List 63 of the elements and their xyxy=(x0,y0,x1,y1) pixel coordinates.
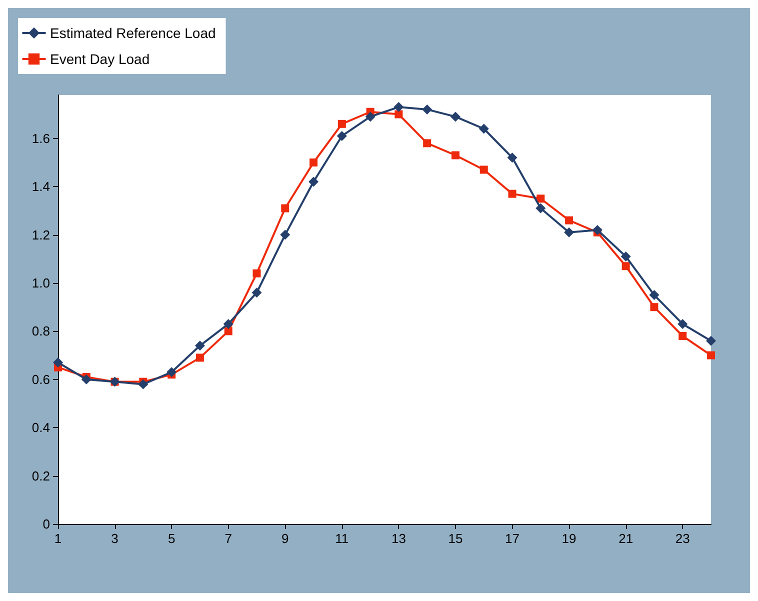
x-tick-label: 7 xyxy=(224,531,232,546)
point xyxy=(252,288,262,298)
point xyxy=(478,124,489,134)
point xyxy=(281,204,290,212)
point xyxy=(451,151,460,160)
point xyxy=(223,318,234,329)
x-tick-label: 21 xyxy=(618,531,634,546)
x-tick-label: 3 xyxy=(111,531,118,546)
y-tick-label: 0 xyxy=(42,516,50,532)
x-tick-label: 17 xyxy=(505,531,520,546)
y-tick-label: 1.0 xyxy=(32,275,50,290)
x-tick-label: 15 xyxy=(448,531,463,546)
point xyxy=(650,303,658,312)
point xyxy=(338,120,346,128)
point xyxy=(423,139,432,148)
point xyxy=(508,190,516,198)
y-tick-label: 0.6 xyxy=(32,372,50,387)
point xyxy=(394,102,404,112)
y-tick-label: 1.2 xyxy=(32,227,50,242)
point xyxy=(480,166,488,174)
y-tick-label: 1.4 xyxy=(32,179,50,194)
point xyxy=(649,290,660,300)
point xyxy=(310,158,318,166)
point xyxy=(166,367,177,378)
y-tick-label: 0.8 xyxy=(32,324,50,339)
x-tick-label: 13 xyxy=(391,531,406,546)
point xyxy=(622,262,630,270)
point xyxy=(196,354,204,362)
point xyxy=(678,318,688,329)
point xyxy=(280,230,290,240)
point xyxy=(620,251,631,262)
x-tick-label: 23 xyxy=(675,531,690,546)
x-tick-label: 19 xyxy=(562,531,576,546)
point xyxy=(224,327,232,336)
y-tick-label: 1.6 xyxy=(32,130,50,146)
point xyxy=(536,194,545,203)
point xyxy=(565,216,574,224)
point xyxy=(706,336,716,346)
point xyxy=(564,227,574,238)
x-tick-label: 5 xyxy=(168,531,176,546)
point xyxy=(252,269,261,278)
point xyxy=(707,351,715,360)
point xyxy=(308,176,319,187)
point xyxy=(507,152,518,163)
point xyxy=(394,110,403,118)
point xyxy=(53,358,63,368)
point xyxy=(336,130,347,141)
point xyxy=(450,112,460,122)
legend-label: Event Day Load xyxy=(50,51,150,67)
point xyxy=(592,224,602,235)
point xyxy=(536,203,546,214)
y-tick-label: 0.2 xyxy=(32,468,50,484)
y-tick-label: 0.4 xyxy=(32,420,50,436)
x-tick-label: 1 xyxy=(54,531,62,546)
x-tick-label: 9 xyxy=(282,531,289,546)
point xyxy=(678,332,687,340)
point xyxy=(81,374,92,384)
point xyxy=(365,112,376,122)
point xyxy=(138,379,148,390)
point xyxy=(422,104,432,114)
legend-label: Estimated Reference Load xyxy=(50,25,216,41)
x-tick-label: 11 xyxy=(335,531,349,546)
point xyxy=(194,340,205,351)
